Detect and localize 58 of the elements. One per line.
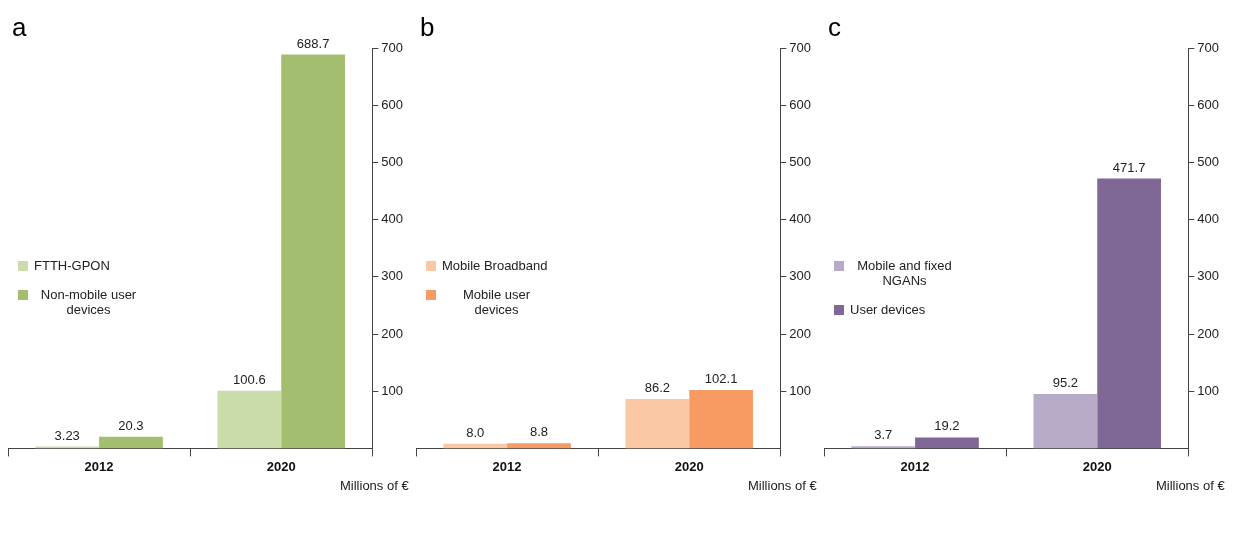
bar xyxy=(915,437,979,449)
y-tick-label: 400 xyxy=(381,211,404,227)
data-label: 8.8 xyxy=(529,424,548,440)
data-label: 95.2 xyxy=(1052,375,1079,391)
bar xyxy=(851,446,916,449)
y-tick-label: 100 xyxy=(1197,382,1220,398)
bar xyxy=(1033,393,1098,449)
data-label: 86.2 xyxy=(644,380,671,396)
y-axis-title: Millions of € xyxy=(748,478,818,493)
data-label: 100.6 xyxy=(233,371,266,387)
bar xyxy=(1097,178,1161,449)
y-axis-title: Millions of € xyxy=(1156,478,1226,493)
data-label: 3.7 xyxy=(874,427,893,443)
bar xyxy=(217,390,282,449)
y-tick-label: 700 xyxy=(381,39,404,55)
y-tick-label: 500 xyxy=(381,153,404,169)
y-tick-label: 600 xyxy=(381,96,404,112)
y-tick-label: 500 xyxy=(1197,153,1220,169)
y-tick-label: 400 xyxy=(789,211,812,227)
y-tick-label: 200 xyxy=(381,325,404,341)
data-label: 19.2 xyxy=(934,418,960,434)
data-label: 102.1 xyxy=(704,371,738,387)
y-tick-label: 300 xyxy=(789,268,812,284)
legend-label: Mobile user devices xyxy=(461,287,532,317)
y-tick-label: 200 xyxy=(789,325,812,341)
y-tick-label: 700 xyxy=(1197,39,1220,55)
chart-title: a xyxy=(12,12,27,43)
y-tick-label: 100 xyxy=(381,382,404,398)
data-label: 471.7 xyxy=(1112,159,1146,175)
y-tick-label: 600 xyxy=(1197,96,1220,112)
x-tick-label: 2020 xyxy=(674,458,704,474)
x-tick-label: 2020 xyxy=(266,458,296,474)
y-tick-label: 700 xyxy=(789,39,812,55)
data-label: 3.23 xyxy=(54,427,80,443)
legend-label: Non-mobile user devices xyxy=(39,287,138,317)
legend-label: User devices xyxy=(850,302,926,317)
y-axis-title: Millions of € xyxy=(340,478,410,493)
y-tick-label: 500 xyxy=(789,153,812,169)
x-tick-label: 2012 xyxy=(900,458,930,474)
data-label: 8.0 xyxy=(466,424,485,440)
y-tick-label: 100 xyxy=(789,382,812,398)
y-tick-label: 600 xyxy=(789,96,812,112)
legend-label: FTTH-GPON xyxy=(34,258,110,273)
legend-label: Mobile and fixed NGANs xyxy=(856,258,953,288)
bar xyxy=(99,436,163,449)
y-tick-label: 400 xyxy=(1197,211,1220,227)
y-tick-label: 300 xyxy=(1197,268,1220,284)
y-tick-label: 200 xyxy=(1197,325,1220,341)
chart-title: c xyxy=(828,12,841,43)
chart-title: b xyxy=(420,12,435,43)
x-tick-label: 2012 xyxy=(492,458,522,474)
x-tick-label: 2012 xyxy=(84,458,114,474)
legend-label: Mobile Broadband xyxy=(442,258,548,273)
data-label: 688.7 xyxy=(296,35,330,51)
y-tick-label: 300 xyxy=(381,268,404,284)
data-label: 20.3 xyxy=(118,417,144,433)
x-tick-label: 2020 xyxy=(1082,458,1112,474)
bar xyxy=(281,54,345,449)
